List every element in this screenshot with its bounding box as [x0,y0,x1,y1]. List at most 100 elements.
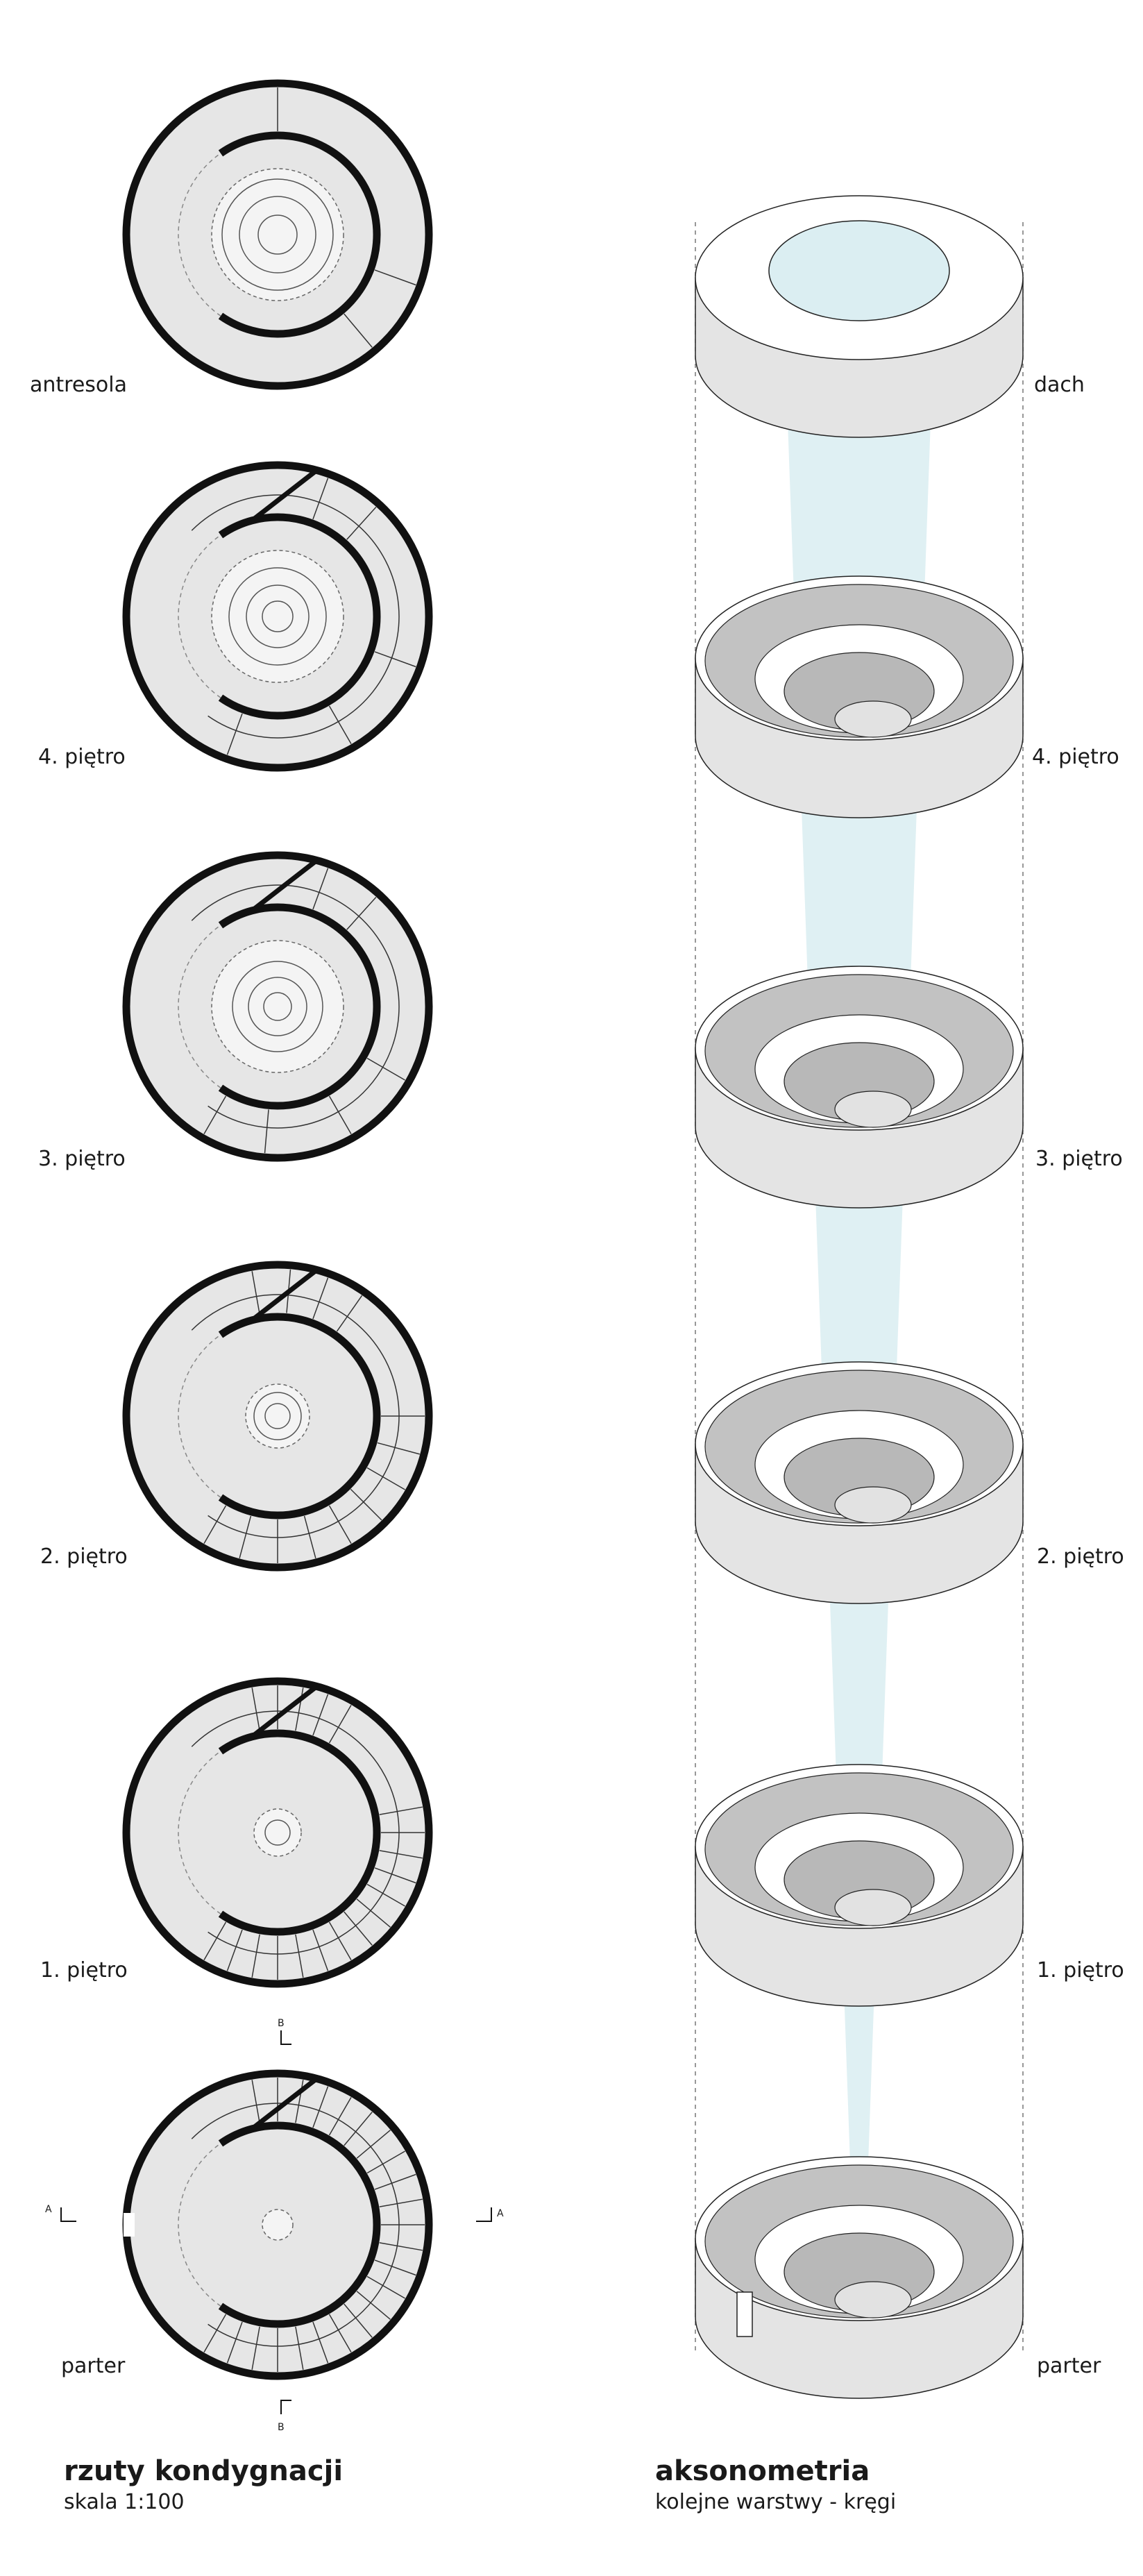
plan-stair-wall [250,468,319,523]
plan-lens-ring [257,214,298,255]
plan-stair-wall [250,1268,319,1322]
plan-stair-tread [328,2097,352,2136]
plan-stair-tread [328,1705,352,1744]
plan-stair-tread [346,506,377,540]
plan-lens-ring [239,196,316,273]
plan-stair-tread [328,1921,352,1960]
plan-stair-tread [374,2173,416,2190]
plan-stair-guide [191,1710,400,1955]
plan-stair-tread [312,1694,329,1736]
axo-entrance-door [736,2291,753,2337]
section-line-a-right [476,2207,492,2222]
axo-title: aksonometria [655,2455,870,2487]
plan-stair-tread [312,1277,329,1320]
floor-plan-2-pietro [122,1261,433,1572]
plan-lens-ring [264,1819,291,1846]
plan-lens-ring [262,600,294,632]
plan-stair-tread [356,1899,391,1928]
plan-label-1-pietro: 1. piętro [40,1958,128,1982]
plan-lens-ring [246,584,310,648]
plan-stair-tread [251,2080,260,2123]
axo-label-3-pietro: 3. piętro [1035,1147,1123,1171]
plan-stair-tread [379,1850,423,1859]
plan-stair-tread [379,2198,423,2207]
floor-plan-1-pietro [122,1677,433,1988]
plan-stair-tread [251,2326,260,2370]
axo-label-dach: dach [1034,373,1085,397]
plan-stair-tread [366,1057,405,1081]
plan-stair-tread [344,2112,373,2146]
plan-stair-tread [356,2130,391,2159]
plan-stair-tread [226,1929,243,1971]
axo-layer-dach [695,195,1024,438]
plan-stair-tread [374,1867,416,1884]
plan-stair-tread [377,1442,420,1455]
plan-inner-wall [218,2121,381,2328]
section-line-a-left [60,2207,76,2222]
axo-label-4-pietro: 4. piętro [1032,745,1119,769]
plan-stair-tread [203,1505,227,1544]
plan-stair-wall [250,1684,319,1739]
plan-lens-ring [263,992,292,1021]
plan-stair-guide [191,2103,400,2347]
plan-label-3-pietro: 3. piętro [38,1147,126,1171]
plan-stair-tread [356,2291,391,2320]
plan-lens-ring [228,567,327,666]
axo-landing [834,1091,912,1128]
plan-gap-line [178,153,221,317]
plan-inner-wall [218,513,381,720]
plan-stair-tread [312,868,329,910]
plan-stair-guide [191,884,400,1129]
plan-stair-tread [312,478,329,520]
parter-entrance-gap [124,2213,135,2237]
plan-lens-ring [221,178,334,291]
plan-stair-wall [250,2076,319,2131]
plan-inner-wall [218,903,381,1110]
plan-stair-tread [374,269,416,286]
plan-stair-tread [312,1929,329,1971]
axo-landing [834,2281,912,2318]
plan-central-void [245,1383,310,1449]
axo-label-1-pietro: 1. piętro [1037,1958,1124,1982]
plan-stair-tread [312,2321,329,2364]
plan-stair-wall [250,858,319,913]
plan-stair-tread [239,1515,252,1558]
axo-landing [834,700,912,738]
plan-stair-tread [295,1934,304,1978]
axo-subtitle: kolejne warstwy - kręgi [655,2490,897,2514]
plan-stair-tread [303,1515,316,1558]
plan-stair-tread [374,2259,416,2276]
plan-stair-tread [203,2314,227,2352]
plan-stair-guide [191,494,400,739]
plan-gap-line [178,1751,221,1914]
plan-lens-ring [248,977,307,1036]
axo-layer-1-pietro [695,1764,1024,2007]
plan-stair-tread [328,705,352,744]
plan-stair-tread [226,713,243,755]
plan-label-4-pietro: 4. piętro [38,745,126,769]
axo-layer-parter [695,2156,1024,2399]
plan-lens-ring [253,1392,302,1440]
plan-stair-guide [191,1294,400,1538]
plan-stair-tread [203,1095,227,1134]
section-line-b-bottom [280,2400,291,2414]
axo-roof-skylight [768,220,950,321]
plan-stair-tread [251,1271,260,1315]
axo-layer-2-pietro [695,1361,1024,1604]
plan-gap-line [178,2143,221,2307]
section-mark-a-right: A [497,2208,504,2219]
plan-stair-tread [350,1488,382,1521]
plan-stair-tread [346,896,377,930]
plan-stair-tread [203,1921,227,1960]
plan-stair-tread [366,1883,405,1907]
section-mark-b-top: B [278,2018,285,2029]
axo-layer-3-pietro [695,966,1024,1209]
axo-label-2-pietro: 2. piętro [1037,1544,1124,1569]
plan-stair-tread [344,2303,373,2338]
plan-stair-tread [344,1911,373,1946]
floor-plan-3-pietro [122,851,433,1162]
plan-inner-wall [218,1313,381,1519]
plan-stair-tread [328,1505,352,1544]
plan-central-void [211,940,344,1073]
